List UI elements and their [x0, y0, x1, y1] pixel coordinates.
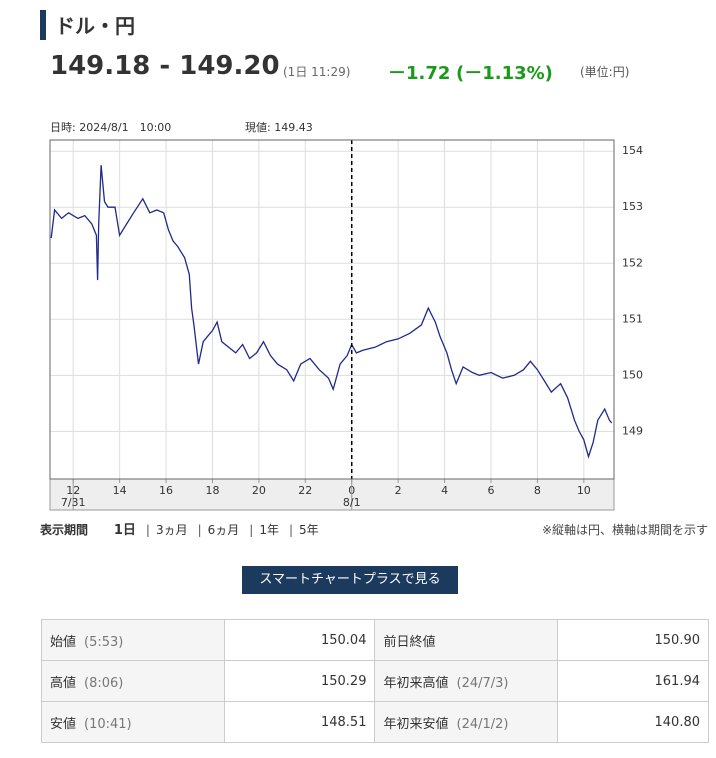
x-sublabel: 7/31: [61, 496, 86, 509]
cell-label: 前日終値: [374, 619, 559, 661]
label: 始値: [50, 634, 77, 650]
table-row: 安値 (10:41) 148.51 年初来安値 (24/1/2) 140.80: [41, 701, 709, 743]
period-option[interactable]: 1年: [259, 523, 279, 537]
table-row: 高値 (8:06) 150.29 年初来高値 (24/7/3) 161.94: [41, 660, 709, 702]
x-tick-label: 6: [487, 484, 494, 497]
x-tick-label: 18: [205, 484, 219, 497]
cell-label: 始値 (5:53): [41, 619, 225, 661]
cell-value: 161.94: [557, 660, 709, 702]
label: 年初来高値: [383, 675, 449, 691]
price: 149.18 - 149.20: [50, 51, 280, 81]
datetime: 日時: 2024/8/1 10:00: [50, 121, 171, 134]
price-line: [50, 165, 613, 459]
period-option[interactable]: 5年: [299, 523, 319, 537]
x-tick-label: 2: [395, 484, 402, 497]
label: 安値: [50, 716, 77, 732]
y-tick-label: 149: [622, 424, 643, 437]
label-note: (24/1/2): [456, 716, 509, 732]
x-tick-label: 22: [298, 484, 312, 497]
y-tick-label: 154: [622, 144, 643, 157]
label-note: (24/7/3): [456, 675, 509, 691]
title-bar: [40, 10, 46, 40]
unit: (単位:円): [580, 65, 630, 79]
separator: |: [288, 523, 293, 537]
period-option[interactable]: 3ヵ月: [155, 523, 188, 537]
label: 年初来安値: [383, 716, 449, 732]
table-row: 始値 (5:53) 150.04 前日終値 150.90: [41, 619, 709, 661]
cell-value: 148.51: [223, 701, 376, 743]
cell-value: 150.04: [223, 619, 376, 661]
period-label: 表示期間: [40, 523, 89, 537]
period-option[interactable]: 1日: [113, 523, 136, 538]
title: ドル・円: [55, 14, 135, 38]
current: 現値: 149.43: [245, 121, 313, 134]
period: 表示期間 1日 | 3ヵ月 | 6ヵ月 | 1年 | 5年: [40, 522, 329, 539]
separator: |: [145, 523, 150, 537]
x-axis-band: [49, 478, 615, 511]
x-tick-label: 16: [159, 484, 173, 497]
label-note: (5:53): [84, 634, 124, 650]
cell-label: 高値 (8:06): [41, 660, 225, 702]
y-tick-label: 152: [622, 256, 643, 269]
cell-value: 150.90: [557, 619, 709, 661]
x-tick-label: 14: [113, 484, 127, 497]
x-tick-label: 8: [534, 484, 541, 497]
x-tick-label: 10: [577, 484, 591, 497]
cell-value: 140.80: [557, 701, 709, 743]
smart-chart-button[interactable]: スマートチャートプラスで見る: [242, 566, 458, 594]
cell-value: 150.29: [223, 660, 376, 702]
chart: 日時: 2024/8/1 10:00 現値: 149.43 149 150 151 1…: [49, 121, 643, 511]
change-pct: (－1.13%): [456, 63, 553, 84]
plot-frame: [49, 139, 615, 480]
label-note: (8:06): [84, 675, 124, 691]
period-note: ※縦軸は円、横軸は期間を示す: [541, 523, 708, 537]
quote-table: 始値 (5:53) 150.04 前日終値 150.90 高値 (8:06) 150.29 年初…: [41, 619, 709, 743]
separator: |: [197, 523, 202, 537]
cell-label: 年初来高値 (24/7/3): [374, 660, 559, 702]
cell-label: 年初来安値 (24/1/2): [374, 701, 559, 743]
label: 前日終値: [383, 634, 436, 650]
time: (1日 11:29): [283, 65, 351, 79]
cell-label: 安値 (10:41): [41, 701, 225, 743]
label-note: (10:41): [84, 716, 132, 732]
x-tick-label: 4: [441, 484, 448, 497]
label: 高値: [50, 675, 77, 691]
y-tick-label: 153: [622, 200, 643, 213]
y-tick-label: 150: [622, 368, 643, 381]
y-tick-label: 151: [622, 312, 643, 325]
change: －1.72: [388, 63, 451, 84]
period-option[interactable]: 6ヵ月: [207, 523, 240, 537]
x-tick-label: 20: [252, 484, 266, 497]
separator: |: [249, 523, 254, 537]
x-sublabel: 8/1: [343, 496, 361, 509]
